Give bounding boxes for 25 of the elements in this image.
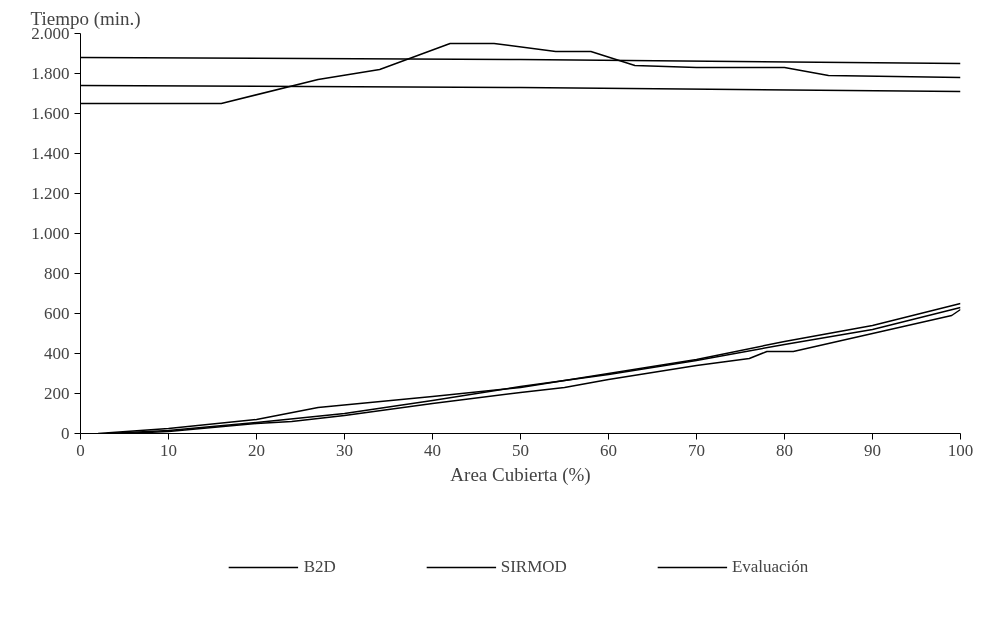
x-tick-label: 90 — [864, 440, 881, 460]
legend-label: Evaluación — [731, 556, 809, 577]
x-tick-label: 10 — [160, 440, 177, 460]
y-tick-label: 400 — [44, 344, 70, 363]
x-tick-label: 70 — [688, 440, 705, 460]
x-tick-label: 0 — [76, 440, 85, 460]
x-axis-title: Area Cubierta (%) — [450, 463, 591, 486]
y-tick-label: 600 — [44, 304, 70, 323]
x-tick-label: 40 — [424, 440, 441, 460]
y-tick-label: 1.000 — [31, 224, 70, 243]
y-tick-label: 1.600 — [31, 104, 70, 123]
x-tick-label: 30 — [336, 440, 353, 460]
y-tick-label: 200 — [44, 384, 70, 403]
y-tick-label: 0 — [61, 424, 70, 443]
legend-label: SIRMOD — [500, 556, 567, 577]
y-tick-label: 1.800 — [31, 64, 70, 83]
x-tick-label: 50 — [512, 440, 529, 460]
x-tick-label: 60 — [600, 440, 617, 460]
y-tick-label: 1.200 — [31, 184, 70, 203]
x-tick-label: 20 — [248, 440, 265, 460]
y-tick-label: 1.400 — [31, 144, 70, 163]
x-tick-label: 100 — [947, 440, 974, 460]
legend-label: B2D — [303, 556, 336, 577]
x-tick-label: 80 — [776, 440, 793, 460]
y-tick-label: 800 — [44, 264, 70, 283]
